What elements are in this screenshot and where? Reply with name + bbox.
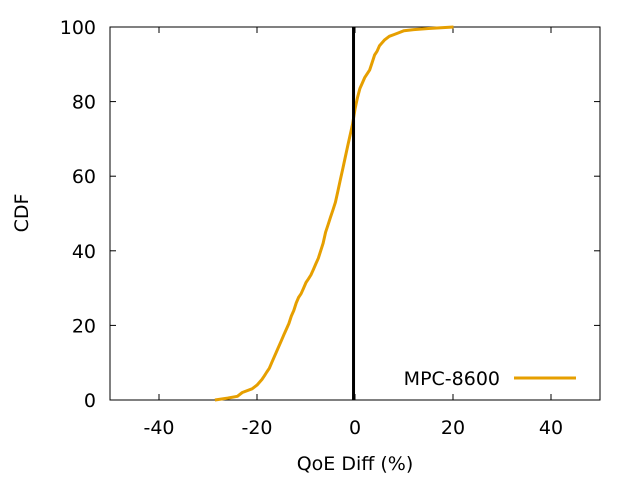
y-tick-label: 0 (84, 390, 96, 412)
x-tick-label: 0 (349, 417, 361, 439)
series-line (214, 25, 454, 402)
y-tick-label: 20 (72, 315, 96, 337)
x-tick-label: 40 (539, 417, 563, 439)
y-tick-label: 40 (72, 241, 96, 263)
series-layer (214, 25, 454, 402)
legend-label: MPC-8600 (404, 368, 500, 390)
y-tick-label: 60 (72, 166, 96, 188)
x-tick-label: -20 (241, 417, 272, 439)
x-tick-label: 20 (441, 417, 465, 439)
y-axis-title: CDF (11, 194, 33, 233)
y-tick-label: 100 (60, 17, 96, 39)
axis-tick-labels: -40 -20 0 20 40 0 20 40 60 80 100 (60, 17, 563, 439)
x-tick-label: -40 (143, 417, 174, 439)
axis-ticks (110, 26, 600, 401)
y-tick-label: 80 (72, 92, 96, 114)
x-axis-title: QoE Diff (%) (297, 453, 414, 475)
legend: MPC-8600 (404, 368, 576, 390)
